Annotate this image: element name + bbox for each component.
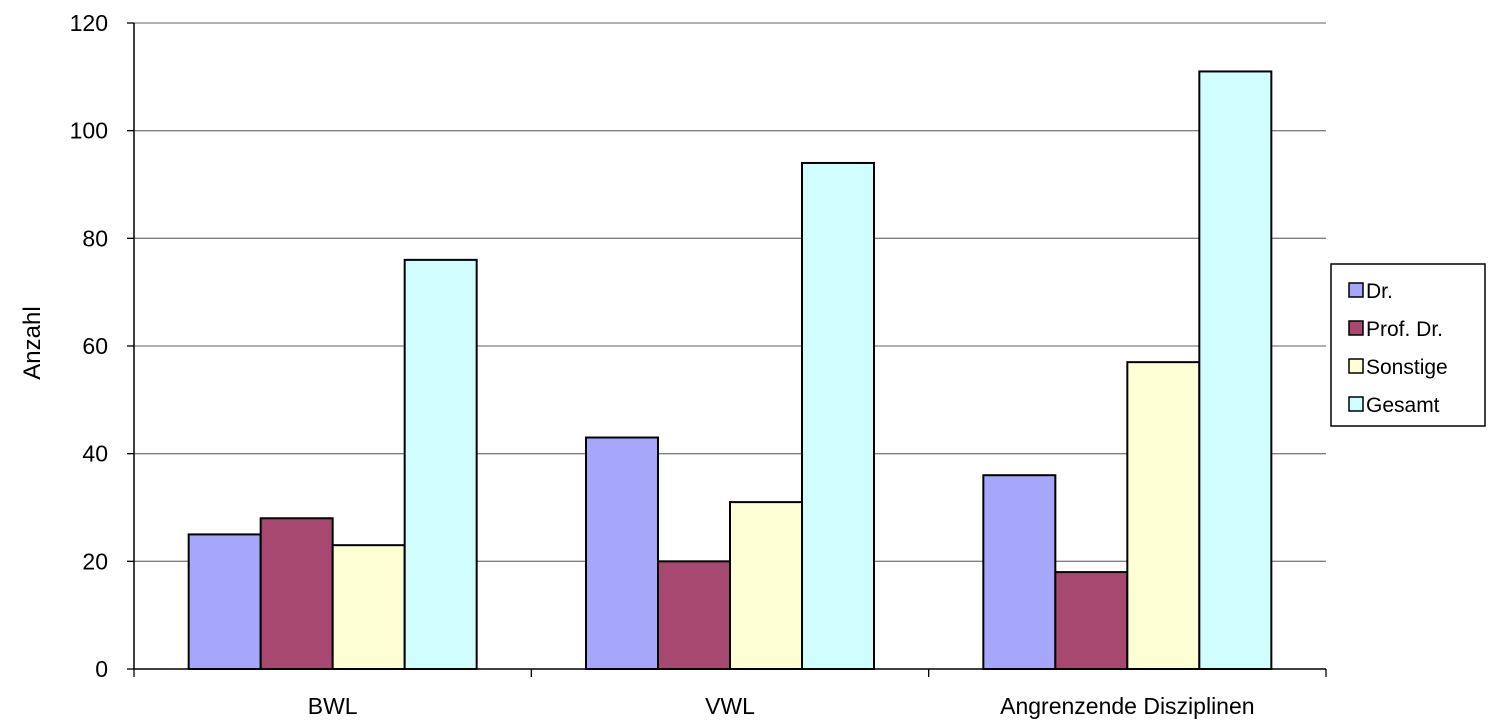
x-tick-label: BWL: [308, 693, 358, 719]
legend-label-prof-dr: Prof. Dr.: [1366, 318, 1443, 341]
x-tick-label: VWL: [705, 693, 755, 719]
legend-swatch-prof-dr: [1348, 320, 1364, 336]
y-tick-label: 40: [82, 441, 108, 467]
bar-vwl-dr: [585, 436, 659, 670]
bar-bwl-sonstige: [331, 544, 406, 671]
bar-angrenzende-disziplinen-dr: [982, 474, 1057, 671]
legend-swatch-gesamt: [1348, 396, 1364, 412]
legend-swatch-dr: [1348, 282, 1364, 298]
y-tick-label: 20: [82, 548, 108, 574]
legend: Dr. Prof. Dr. Sonstige Gesamt: [1330, 263, 1486, 427]
legend-label-gesamt: Gesamt: [1366, 394, 1440, 417]
x-tick-label: Angrenzende Disziplinen: [1000, 693, 1254, 719]
y-axis-ticks: 0 20 40 60 80 100 120: [70, 10, 134, 682]
legend-label-dr: Dr.: [1366, 280, 1393, 303]
bars: [187, 70, 1273, 671]
bar-bwl-dr: [187, 533, 262, 671]
bar-angrenzende-disziplinen-prof-dr: [1054, 571, 1129, 670]
legend-swatch-sonstige: [1348, 358, 1364, 374]
bar-vwl-sonstige: [729, 501, 803, 670]
bar-angrenzende-disziplinen-gesamt: [1198, 70, 1273, 670]
bar-vwl-prof-dr: [657, 560, 731, 670]
y-tick-label: 80: [82, 225, 108, 251]
y-axis-title: Anzahl: [19, 306, 46, 379]
y-tick-label: 0: [95, 656, 108, 682]
x-axis-ticks: BWL VWL Angrenzende Disziplinen: [133, 669, 1327, 719]
y-tick-label: 60: [82, 333, 108, 359]
bar-bwl-prof-dr: [259, 517, 334, 670]
legend-label-sonstige: Sonstige: [1366, 356, 1448, 379]
y-tick-label: 120: [70, 10, 108, 36]
bar-bwl-gesamt: [403, 258, 478, 670]
y-tick-label: 100: [70, 118, 108, 144]
bar-vwl-gesamt: [801, 161, 875, 670]
bar-angrenzende-disziplinen-sonstige: [1126, 361, 1201, 670]
